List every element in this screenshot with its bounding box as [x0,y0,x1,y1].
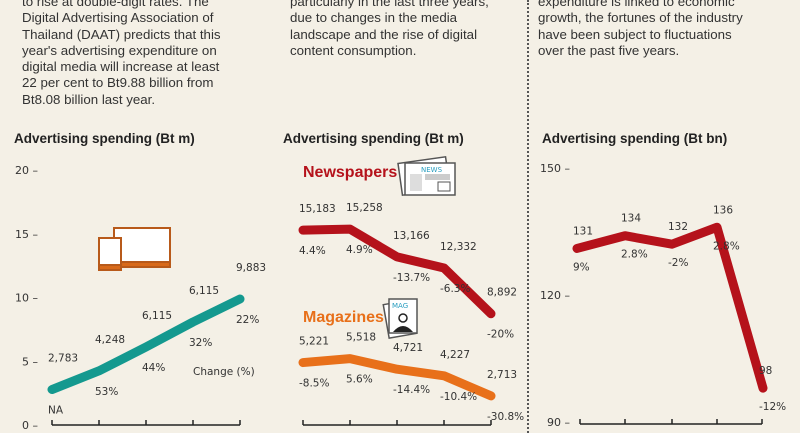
newspapers-value-label: 8,892 [487,287,517,299]
total-value-label: 136 [713,204,733,216]
newspapers-value-label: 15,258 [346,202,383,214]
text-line: Digital Advertising Association of [22,10,214,26]
digital-value-label: 6,115 [189,285,219,297]
magazine-icon: MAG [382,298,418,340]
magazines-value-label: 5,518 [346,332,376,344]
digital-value-label: 6,115 [142,310,172,322]
total-change-label: 2.8% [713,240,740,252]
newspapers-value-label: 15,183 [299,203,336,215]
chart1-y-tick-label: 15 – [15,228,38,241]
total-value-label: 132 [668,221,688,233]
change-label-caption: Change (%) [193,366,255,378]
chart3-y-tick-label: 150 – [540,162,570,175]
magazine-icon-text: MAG [392,302,408,310]
newspapers-change-label: -6.3% [440,283,470,295]
chart3-y-tick-label: 90 – [547,416,570,429]
text-line: to rise at double-digit rates. The [22,0,209,9]
magazines-label: Magazines [303,309,384,326]
total-value-label: 134 [621,213,641,225]
digital-change-label: 22% [236,314,259,326]
magazines-change-label: -8.5% [299,378,329,390]
text-line: 22 per cent to Bt9.88 billion from [22,75,214,91]
text-line: particularly in the last three years, [290,0,489,9]
magazines-value-label: 2,713 [487,369,517,381]
total-line [572,222,768,393]
chart1-y-tick-label: 20 – [15,164,38,177]
magazines-value-label: 4,721 [393,342,423,354]
total-change-label: 2.8% [621,249,648,261]
newspapers-change-label: -13.7% [393,272,430,284]
text-line: year's advertising expenditure on [22,42,217,58]
right-paragraph: expenditure is linked to economic growth… [538,0,743,59]
chart1-title: Advertising spending (Bt m) [14,131,195,146]
digital-change-label: 44% [142,362,165,374]
magazines-change-label: -30.8% [487,411,524,423]
text-line: digital media will increase at least [22,59,220,75]
newspapers-line [298,224,496,319]
text-line: due to changes in the media [290,10,458,26]
newspapers-value-label: 13,166 [393,230,430,242]
newspapers-change-label: 4.9% [346,244,373,256]
magazines-change-label: -10.4% [440,391,477,403]
magazines-change-label: -14.4% [393,384,430,396]
digital-value-label: 4,248 [95,334,125,346]
total-value-label: 98 [759,365,772,377]
digital-value-label: 2,783 [48,353,78,365]
magazines-line [298,354,496,401]
text-line: Thailand (DAAT) predicts that this [22,26,221,42]
chart1-y-tick-label: 5 – [22,355,38,368]
chart1-y-tick-label: 0 – [22,419,38,432]
text-line: content consumption. [290,42,417,58]
newspapers-value-label: 12,332 [440,241,477,253]
text-line: landscape and the rise of digital [290,26,478,42]
newspapers-change-label: -20% [487,329,514,341]
digital-value-label: 9,883 [236,262,266,274]
digital-change-label: NA [48,405,64,417]
chart1-y-tick-label: 10 – [15,292,38,305]
magazines-value-label: 5,221 [299,336,329,348]
newspaper-icon: NEWS [397,155,456,197]
magazines-value-label: 4,227 [440,349,470,361]
middle-paragraph: particularly in the last three years, du… [290,0,489,59]
total-change-label: 9% [573,261,590,273]
text-line: growth, the fortunes of the industry [538,10,743,26]
chart2-title: Advertising spending (Bt m) [283,131,464,146]
total-change-label: -2% [668,257,688,269]
newspaper-icon-text: NEWS [421,166,443,174]
tablet-and-monitor-icon [98,227,171,271]
text-line: expenditure is linked to economic [538,0,735,9]
chart3-title: Advertising spending (Bt bn) [542,131,727,146]
newspapers-label: Newspapers [303,164,397,181]
text-line: over the past five years. [538,42,680,58]
digital-change-label: 53% [95,386,118,398]
total-value-label: 131 [573,225,593,237]
chart3-y-tick-label: 120 – [540,289,570,302]
magazines-change-label: 5.6% [346,374,373,386]
digital-change-label: 32% [189,337,212,349]
total-change-label: -12% [759,401,786,413]
text-line: Bt8.08 billion last year. [22,91,156,107]
digital-line [47,294,245,395]
newspapers-change-label: 4.4% [299,245,326,257]
left-paragraph: to rise at double-digit rates. The Digit… [22,0,221,108]
text-line: have been subject to fluctuations [538,26,732,42]
column-divider [527,0,529,433]
